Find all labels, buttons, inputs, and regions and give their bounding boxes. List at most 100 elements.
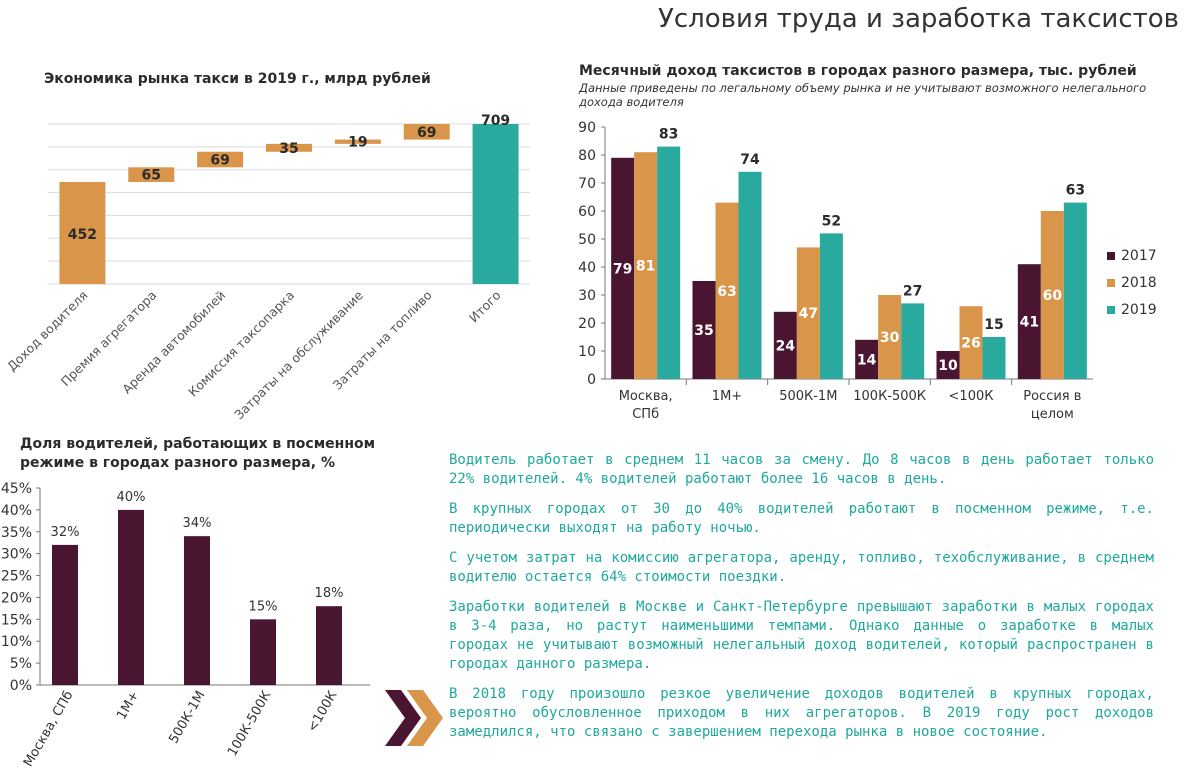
- y-tick-label: 50: [578, 232, 596, 248]
- income-value-label: 74: [740, 152, 760, 168]
- income-bar-2017: [936, 351, 960, 379]
- finding-paragraph: С учетом затрат на комиссию агрегатора, …: [449, 550, 1154, 585]
- income-bar-2019: [1063, 202, 1087, 379]
- y-tick-label: 45%: [1, 481, 32, 497]
- shift-category-label: 500К-1М: [166, 689, 208, 747]
- y-tick-label: 20: [578, 316, 596, 332]
- legend-item-2017: 2017: [1107, 242, 1157, 269]
- waterfall-value-label: 69: [210, 153, 229, 169]
- income-value-label: 15: [984, 317, 1003, 333]
- y-tick-label: 20%: [1, 590, 32, 606]
- income-category-label: целом: [1031, 407, 1074, 422]
- y-tick-label: 30%: [1, 547, 32, 563]
- income-value-label: 27: [903, 283, 922, 299]
- income-bar-2019: [738, 171, 762, 379]
- income-bar-2017: [855, 339, 879, 379]
- shift-title-line2: режиме в городах разного размера, %: [20, 455, 335, 471]
- shift-bar: [184, 536, 210, 685]
- income-bar-2018: [1040, 211, 1064, 379]
- income-value-label: 63: [1066, 183, 1085, 199]
- y-tick-label: 10: [578, 344, 596, 360]
- finding-paragraph: В крупных городах от 30 до 40% водителей…: [449, 501, 1154, 536]
- shift-title-line1: Доля водителей, работающих в посменном: [20, 436, 376, 452]
- income-bar-2018: [959, 306, 983, 379]
- income-legend: 2017 2018 2019: [1107, 242, 1157, 323]
- shift-category-label: Москва, СПб: [21, 689, 76, 767]
- income-value-label: 81: [636, 259, 655, 275]
- income-chart-title: Месячный доход таксистов в городах разно…: [579, 63, 1137, 79]
- income-chart-subtitle: Данные приведены по легальному объему ры…: [579, 81, 1147, 109]
- shift-value-label: 34%: [183, 516, 212, 531]
- income-bar-2018: [715, 202, 739, 379]
- legend-item-2019: 2019: [1107, 296, 1157, 323]
- income-category-label: 500К-1М: [779, 389, 837, 404]
- income-bar-2017: [692, 281, 716, 379]
- waterfall-value-label: 19: [348, 135, 367, 151]
- y-tick-label: 90: [578, 120, 596, 136]
- key-findings: Водитель работает в среднем 11 часов за …: [449, 451, 1154, 753]
- shift-value-label: 18%: [315, 586, 344, 601]
- finding-paragraph: Водитель работает в среднем 11 часов за …: [449, 452, 1154, 487]
- income-value-label: 30: [880, 330, 900, 346]
- income-value-label: 79: [613, 261, 632, 277]
- y-tick-label: 80: [578, 148, 596, 164]
- income-bar-2019: [901, 303, 925, 379]
- chevron-arrow-icon: [385, 690, 443, 746]
- income-bar-2019: [819, 233, 843, 379]
- income-category-label: Россия в: [1023, 389, 1081, 404]
- income-bar-2017: [611, 157, 635, 379]
- waterfall-value-label: 65: [142, 168, 161, 184]
- waterfall-bar: [266, 143, 312, 152]
- shift-value-label: 40%: [117, 490, 146, 505]
- income-value-label: 52: [822, 213, 841, 229]
- legend-swatch-2019: [1107, 305, 1115, 314]
- income-value-label: 41: [1020, 315, 1039, 331]
- finding-paragraph: В 2018 году произошло резкое увеличение …: [449, 686, 1154, 740]
- income-value-label: 83: [659, 127, 678, 143]
- y-tick-label: 15%: [1, 612, 32, 628]
- finding-paragraph: Заработки водителей в Москве и Санкт-Пет…: [449, 599, 1154, 672]
- y-tick-label: 25%: [1, 569, 32, 585]
- legend-label-2017: 2017: [1121, 247, 1157, 264]
- waterfall-bar: [197, 151, 244, 168]
- shift-bar: [316, 606, 342, 685]
- shift-value-label: 15%: [249, 599, 278, 614]
- page-title: Условия труда и заработка таксистов: [658, 4, 1179, 34]
- income-bar-2017: [773, 311, 797, 379]
- income-category-label: 1М+: [712, 389, 742, 404]
- waterfall-value-label: 709: [481, 113, 510, 129]
- income-value-label: 47: [799, 306, 818, 322]
- waterfall-bar: [472, 124, 519, 284]
- shift-chart-title: Доля водителей, работающих в посменном р…: [20, 435, 375, 473]
- income-value-label: 24: [776, 338, 796, 354]
- waterfall-value-label: 452: [68, 227, 97, 243]
- income-value-label: 60: [1043, 288, 1063, 304]
- income-bar-2019: [982, 337, 1006, 379]
- legend-swatch-2017: [1107, 251, 1115, 260]
- y-tick-label: 40%: [1, 503, 32, 519]
- income-bar-2017: [1017, 264, 1041, 379]
- shift-value-label: 32%: [51, 525, 80, 540]
- waterfall-bar: [59, 181, 106, 284]
- shift-category-label: <100К: [305, 689, 340, 735]
- y-tick-label: 60: [578, 204, 596, 220]
- legend-label-2019: 2019: [1121, 301, 1157, 318]
- y-tick-label: 0%: [10, 678, 32, 694]
- income-value-label: 26: [961, 336, 980, 352]
- income-category-label: 100К-500К: [853, 389, 926, 404]
- waterfall-bar: [334, 139, 381, 144]
- legend-item-2018: 2018: [1107, 269, 1157, 296]
- shift-bar: [118, 509, 144, 685]
- income-value-label: 14: [857, 352, 877, 368]
- legend-swatch-2018: [1107, 278, 1115, 287]
- income-bar-2019: [657, 146, 681, 379]
- income-bar-2018: [878, 295, 902, 379]
- income-value-label: 35: [694, 323, 713, 339]
- income-chart: 0 10 20 30 40 50 60 70 80 90 79 81 83 Москва, СПб 35 63 7…: [578, 120, 1093, 422]
- income-bar-2018: [634, 152, 658, 379]
- income-category-label: <100К: [949, 389, 994, 404]
- shift-chart: 0% 5% 10% 15% 20% 25% 30% 35% 40% 45% 32% Москва, С…: [1, 481, 370, 767]
- shift-bar: [250, 619, 276, 685]
- waterfall-bar: [128, 167, 175, 182]
